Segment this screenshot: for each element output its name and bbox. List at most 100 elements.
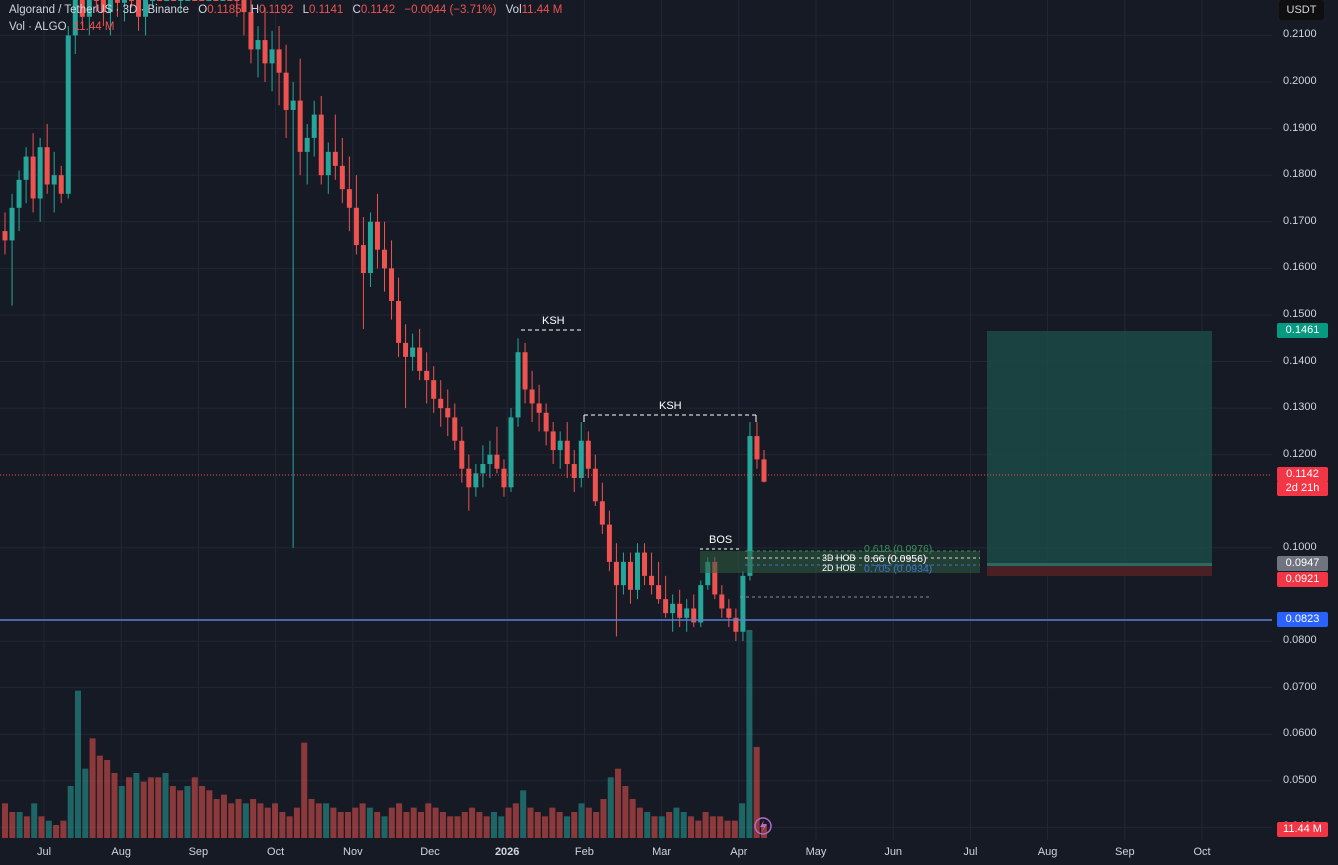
candle-body bbox=[452, 417, 458, 441]
high-value: 0.1192 bbox=[259, 4, 294, 16]
candle-body bbox=[656, 585, 662, 600]
volume-bar bbox=[228, 803, 235, 838]
volume-bar bbox=[45, 820, 52, 838]
symbol-name[interactable]: Algorand / TetherUS · 3D · Binance bbox=[9, 4, 190, 16]
volume-bar bbox=[133, 773, 140, 838]
volume-bar bbox=[74, 690, 81, 838]
candle-body bbox=[691, 608, 697, 623]
ksh-label-2[interactable]: KSH bbox=[659, 400, 682, 412]
candle-body bbox=[171, 0, 177, 1]
candle-body bbox=[269, 49, 275, 64]
candle-body bbox=[150, 0, 156, 1]
volume-bar bbox=[447, 816, 454, 838]
replay-icon[interactable] bbox=[754, 817, 772, 835]
volume-indicator-label[interactable]: Vol · ALGO bbox=[9, 21, 67, 33]
candle-body bbox=[410, 347, 416, 357]
time-axis-label: Sep bbox=[1115, 846, 1135, 858]
candle-body bbox=[635, 552, 640, 590]
candle-body bbox=[58, 175, 64, 194]
support-price-tag: 0.0823 bbox=[1277, 612, 1328, 627]
volume-indicator-value: 11.44 M bbox=[73, 21, 115, 33]
volume-bar bbox=[31, 803, 38, 838]
volume-bar bbox=[206, 790, 213, 838]
volume-bar bbox=[753, 747, 760, 838]
volume-bar bbox=[323, 803, 330, 838]
price-axis-label: 0.1700 bbox=[1283, 214, 1317, 227]
candle-body bbox=[649, 575, 655, 586]
candle-body bbox=[213, 0, 219, 1]
candle-body bbox=[199, 0, 205, 1]
time-axis-label: Sep bbox=[188, 846, 209, 858]
volume-bar bbox=[60, 820, 67, 838]
candle-body bbox=[283, 72, 289, 110]
candle-body bbox=[79, 0, 85, 17]
candle-body bbox=[30, 156, 36, 199]
volume-bar bbox=[177, 790, 184, 838]
time-axis-label: Aug bbox=[111, 846, 131, 858]
candle-body bbox=[473, 473, 479, 488]
volume-bar bbox=[184, 786, 191, 838]
price-axis-label: 0.1800 bbox=[1283, 168, 1317, 181]
volume-bar bbox=[571, 812, 578, 838]
volume-bar bbox=[578, 803, 585, 838]
candle-body bbox=[389, 268, 395, 301]
volume-bar bbox=[520, 790, 527, 838]
volume-bar bbox=[330, 807, 337, 838]
volume-bar bbox=[439, 812, 446, 838]
currency-button[interactable]: USDT bbox=[1279, 0, 1324, 20]
volume-bar bbox=[490, 812, 497, 838]
time-axis-label: 2026 bbox=[494, 846, 520, 858]
candle-body bbox=[684, 608, 690, 618]
volume-bar bbox=[53, 825, 60, 838]
volume-bars bbox=[2, 630, 767, 838]
candle-body bbox=[480, 464, 486, 474]
candle-body bbox=[332, 151, 338, 166]
volume-bar bbox=[425, 803, 432, 838]
volume-bar bbox=[512, 803, 519, 838]
volume-bar bbox=[366, 807, 373, 838]
candle-body bbox=[72, 0, 78, 36]
candle-body bbox=[705, 561, 711, 586]
volume-bar bbox=[461, 812, 468, 838]
candle-body bbox=[234, 0, 240, 1]
candle-body bbox=[726, 608, 732, 618]
candle-body bbox=[677, 603, 683, 618]
volume-bar bbox=[607, 777, 614, 838]
low-value: 0.1141 bbox=[308, 4, 344, 16]
bos-label[interactable]: BOS bbox=[709, 534, 733, 546]
ksh-label-1[interactable]: KSH bbox=[542, 315, 565, 327]
candle-body bbox=[627, 561, 633, 590]
volume-bar bbox=[337, 812, 344, 838]
volume-bar bbox=[250, 799, 257, 838]
volume-bar bbox=[724, 820, 731, 838]
candle-body bbox=[712, 561, 718, 595]
stop-zone[interactable] bbox=[987, 566, 1212, 576]
candle-body bbox=[536, 403, 542, 413]
candle-body bbox=[747, 436, 753, 576]
time-axis-label: Oct bbox=[267, 846, 285, 858]
target-zone[interactable] bbox=[987, 331, 1212, 563]
candle-body bbox=[501, 468, 507, 488]
candle-body bbox=[620, 561, 626, 586]
candle-body bbox=[360, 245, 366, 274]
open-label: O bbox=[198, 4, 208, 16]
candle-body bbox=[241, 0, 247, 13]
volume-bar bbox=[38, 816, 45, 838]
candle-body bbox=[129, 0, 134, 1]
candle-body bbox=[136, 0, 142, 17]
high-label: H bbox=[250, 4, 260, 16]
volume-bar bbox=[67, 786, 74, 838]
volume-bar bbox=[454, 816, 461, 838]
candle-body bbox=[220, 0, 226, 1]
volume-bar bbox=[388, 807, 395, 838]
candle-body bbox=[564, 440, 570, 465]
candle-body bbox=[16, 179, 22, 208]
time-axis-label: Feb bbox=[574, 846, 594, 858]
entry-zone[interactable] bbox=[987, 563, 1212, 566]
volume-bar bbox=[410, 807, 417, 838]
price-axis-label: 0.1300 bbox=[1283, 401, 1317, 414]
vol-value: 11.44 M bbox=[521, 4, 563, 16]
volume-bar bbox=[257, 803, 264, 838]
price-axis-label: 0.1200 bbox=[1283, 447, 1317, 460]
